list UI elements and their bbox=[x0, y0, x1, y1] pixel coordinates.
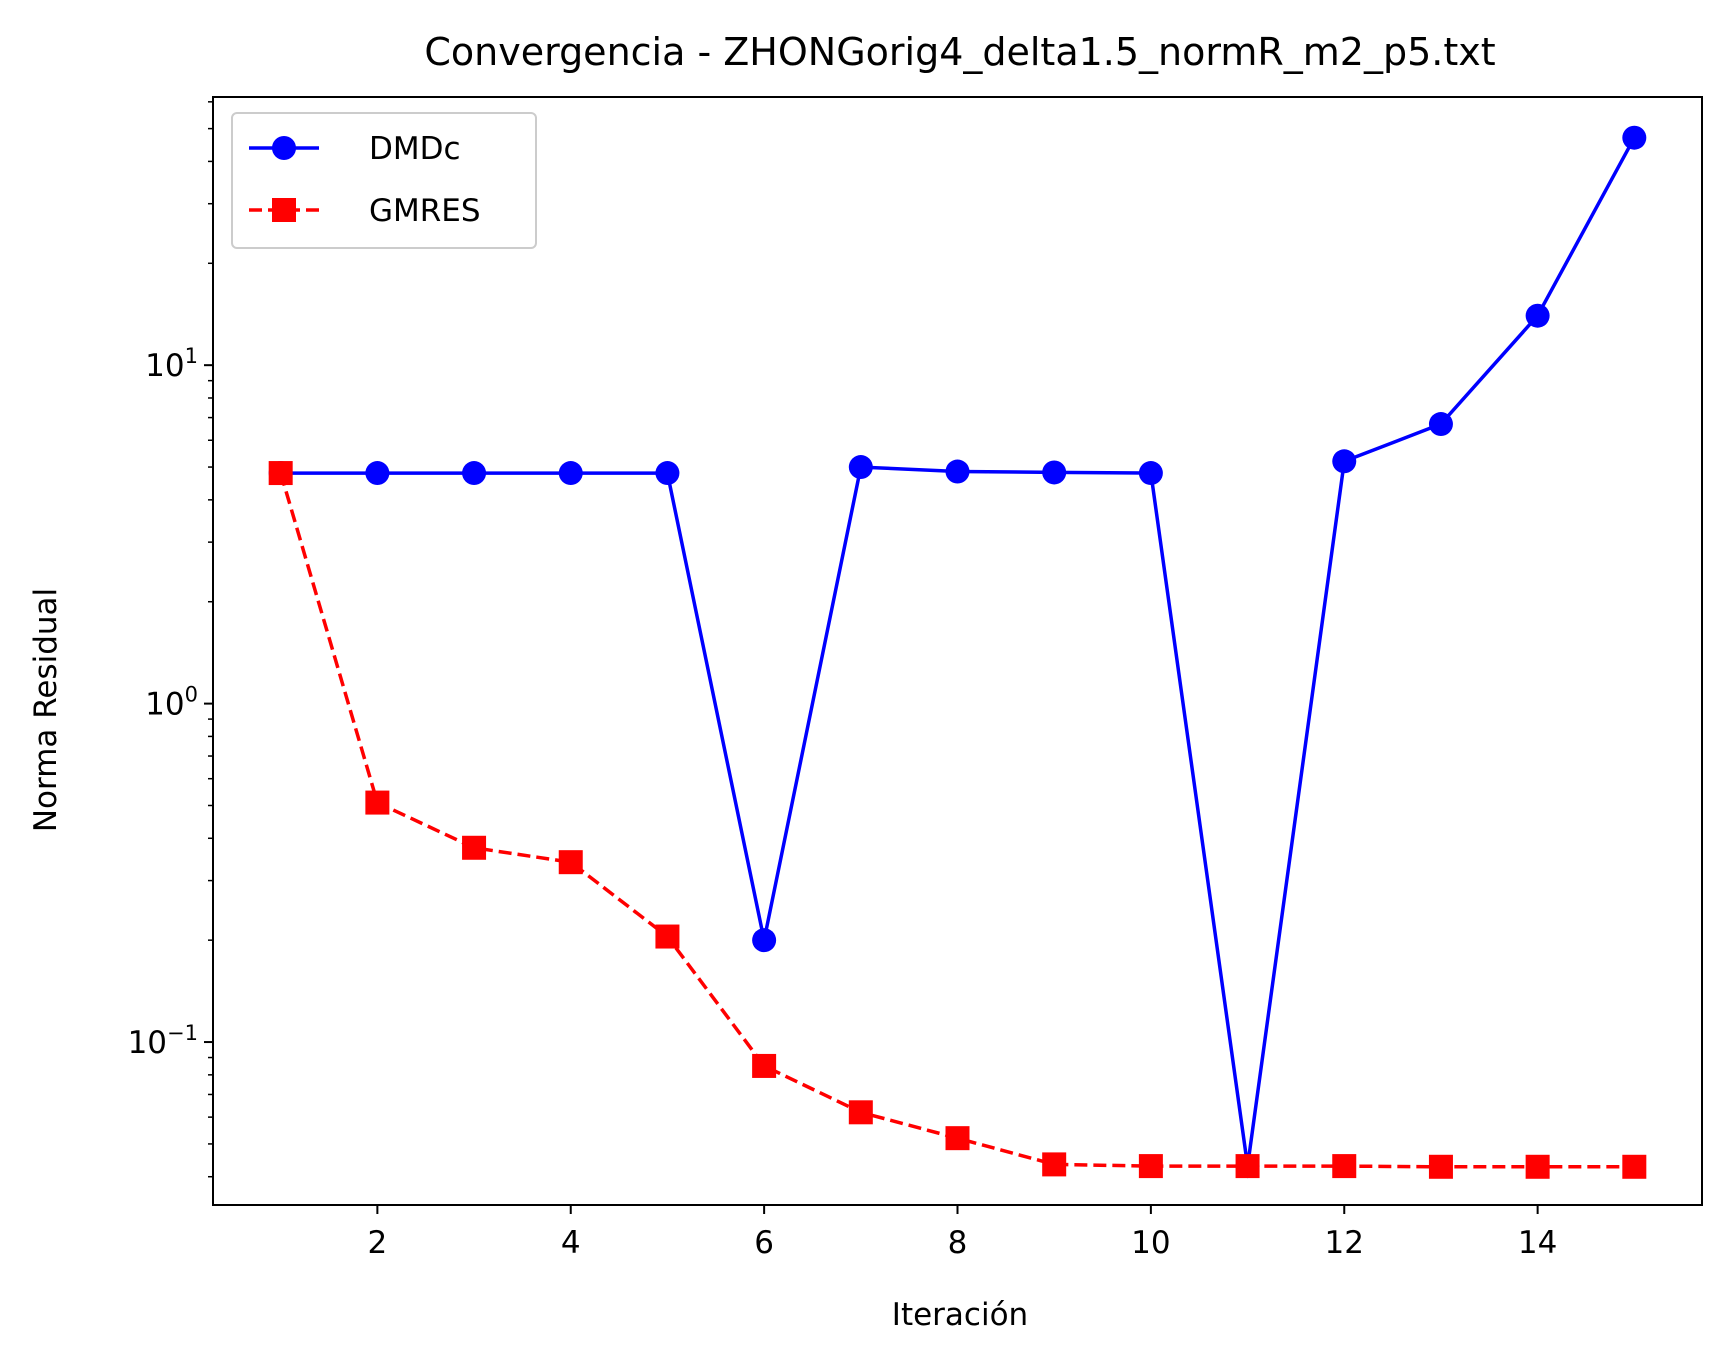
data-point-dmdc bbox=[1525, 303, 1550, 328]
legend-marker-gmres bbox=[272, 198, 296, 222]
data-point-gmres bbox=[1235, 1154, 1260, 1179]
y-axis-label: Norma Residual bbox=[28, 588, 64, 832]
data-point-dmdc bbox=[945, 459, 970, 484]
chart-title: Convergencia - ZHONGorig4_delta1.5_normR… bbox=[424, 30, 1495, 74]
data-point-gmres bbox=[752, 1053, 777, 1078]
plot-area bbox=[268, 125, 1647, 1179]
data-point-dmdc bbox=[1428, 412, 1453, 437]
data-point-gmres bbox=[558, 850, 583, 875]
data-point-gmres bbox=[1622, 1154, 1647, 1179]
data-point-gmres bbox=[365, 790, 390, 815]
data-point-gmres bbox=[945, 1126, 970, 1151]
data-point-gmres bbox=[1042, 1152, 1067, 1177]
legend-label-dmdc: DMDc bbox=[369, 131, 461, 167]
data-point-gmres bbox=[655, 924, 680, 949]
data-point-gmres bbox=[1428, 1154, 1453, 1179]
x-tick-label: 8 bbox=[948, 1225, 968, 1261]
data-point-gmres bbox=[1332, 1154, 1357, 1179]
data-point-dmdc bbox=[462, 461, 487, 486]
data-point-dmdc bbox=[1622, 125, 1647, 150]
y-tick-label: 100 bbox=[145, 683, 198, 723]
data-point-gmres bbox=[462, 835, 487, 860]
data-point-dmdc bbox=[655, 461, 680, 486]
data-point-gmres bbox=[1525, 1154, 1550, 1179]
legend: DMDc GMRES bbox=[231, 112, 537, 249]
x-tick-label: 6 bbox=[754, 1225, 774, 1261]
legend-label-gmres: GMRES bbox=[369, 193, 481, 229]
data-point-dmdc bbox=[848, 455, 873, 480]
data-point-gmres bbox=[268, 461, 293, 486]
data-point-dmdc bbox=[558, 461, 583, 486]
x-tick-label: 4 bbox=[561, 1225, 581, 1261]
data-point-dmdc bbox=[1042, 460, 1067, 485]
x-axis-label: Iteración bbox=[892, 1297, 1028, 1333]
x-tick-label: 2 bbox=[368, 1225, 388, 1261]
data-point-dmdc bbox=[1138, 461, 1163, 486]
data-point-gmres bbox=[848, 1100, 873, 1125]
x-tick-label: 10 bbox=[1131, 1225, 1170, 1261]
data-point-dmdc bbox=[1332, 449, 1357, 474]
legend-marker-dmdc bbox=[272, 136, 296, 160]
data-point-dmdc bbox=[365, 461, 390, 486]
x-tick-label: 12 bbox=[1325, 1225, 1364, 1261]
axes: 2 4 6 8 10 12 14 10−1 100 101 bbox=[128, 96, 1703, 1261]
y-tick-label: 101 bbox=[145, 344, 198, 384]
x-tick-label: 14 bbox=[1518, 1225, 1557, 1261]
data-point-gmres bbox=[1138, 1154, 1163, 1179]
data-point-dmdc bbox=[752, 928, 777, 953]
y-tick-label: 10−1 bbox=[128, 1021, 198, 1061]
